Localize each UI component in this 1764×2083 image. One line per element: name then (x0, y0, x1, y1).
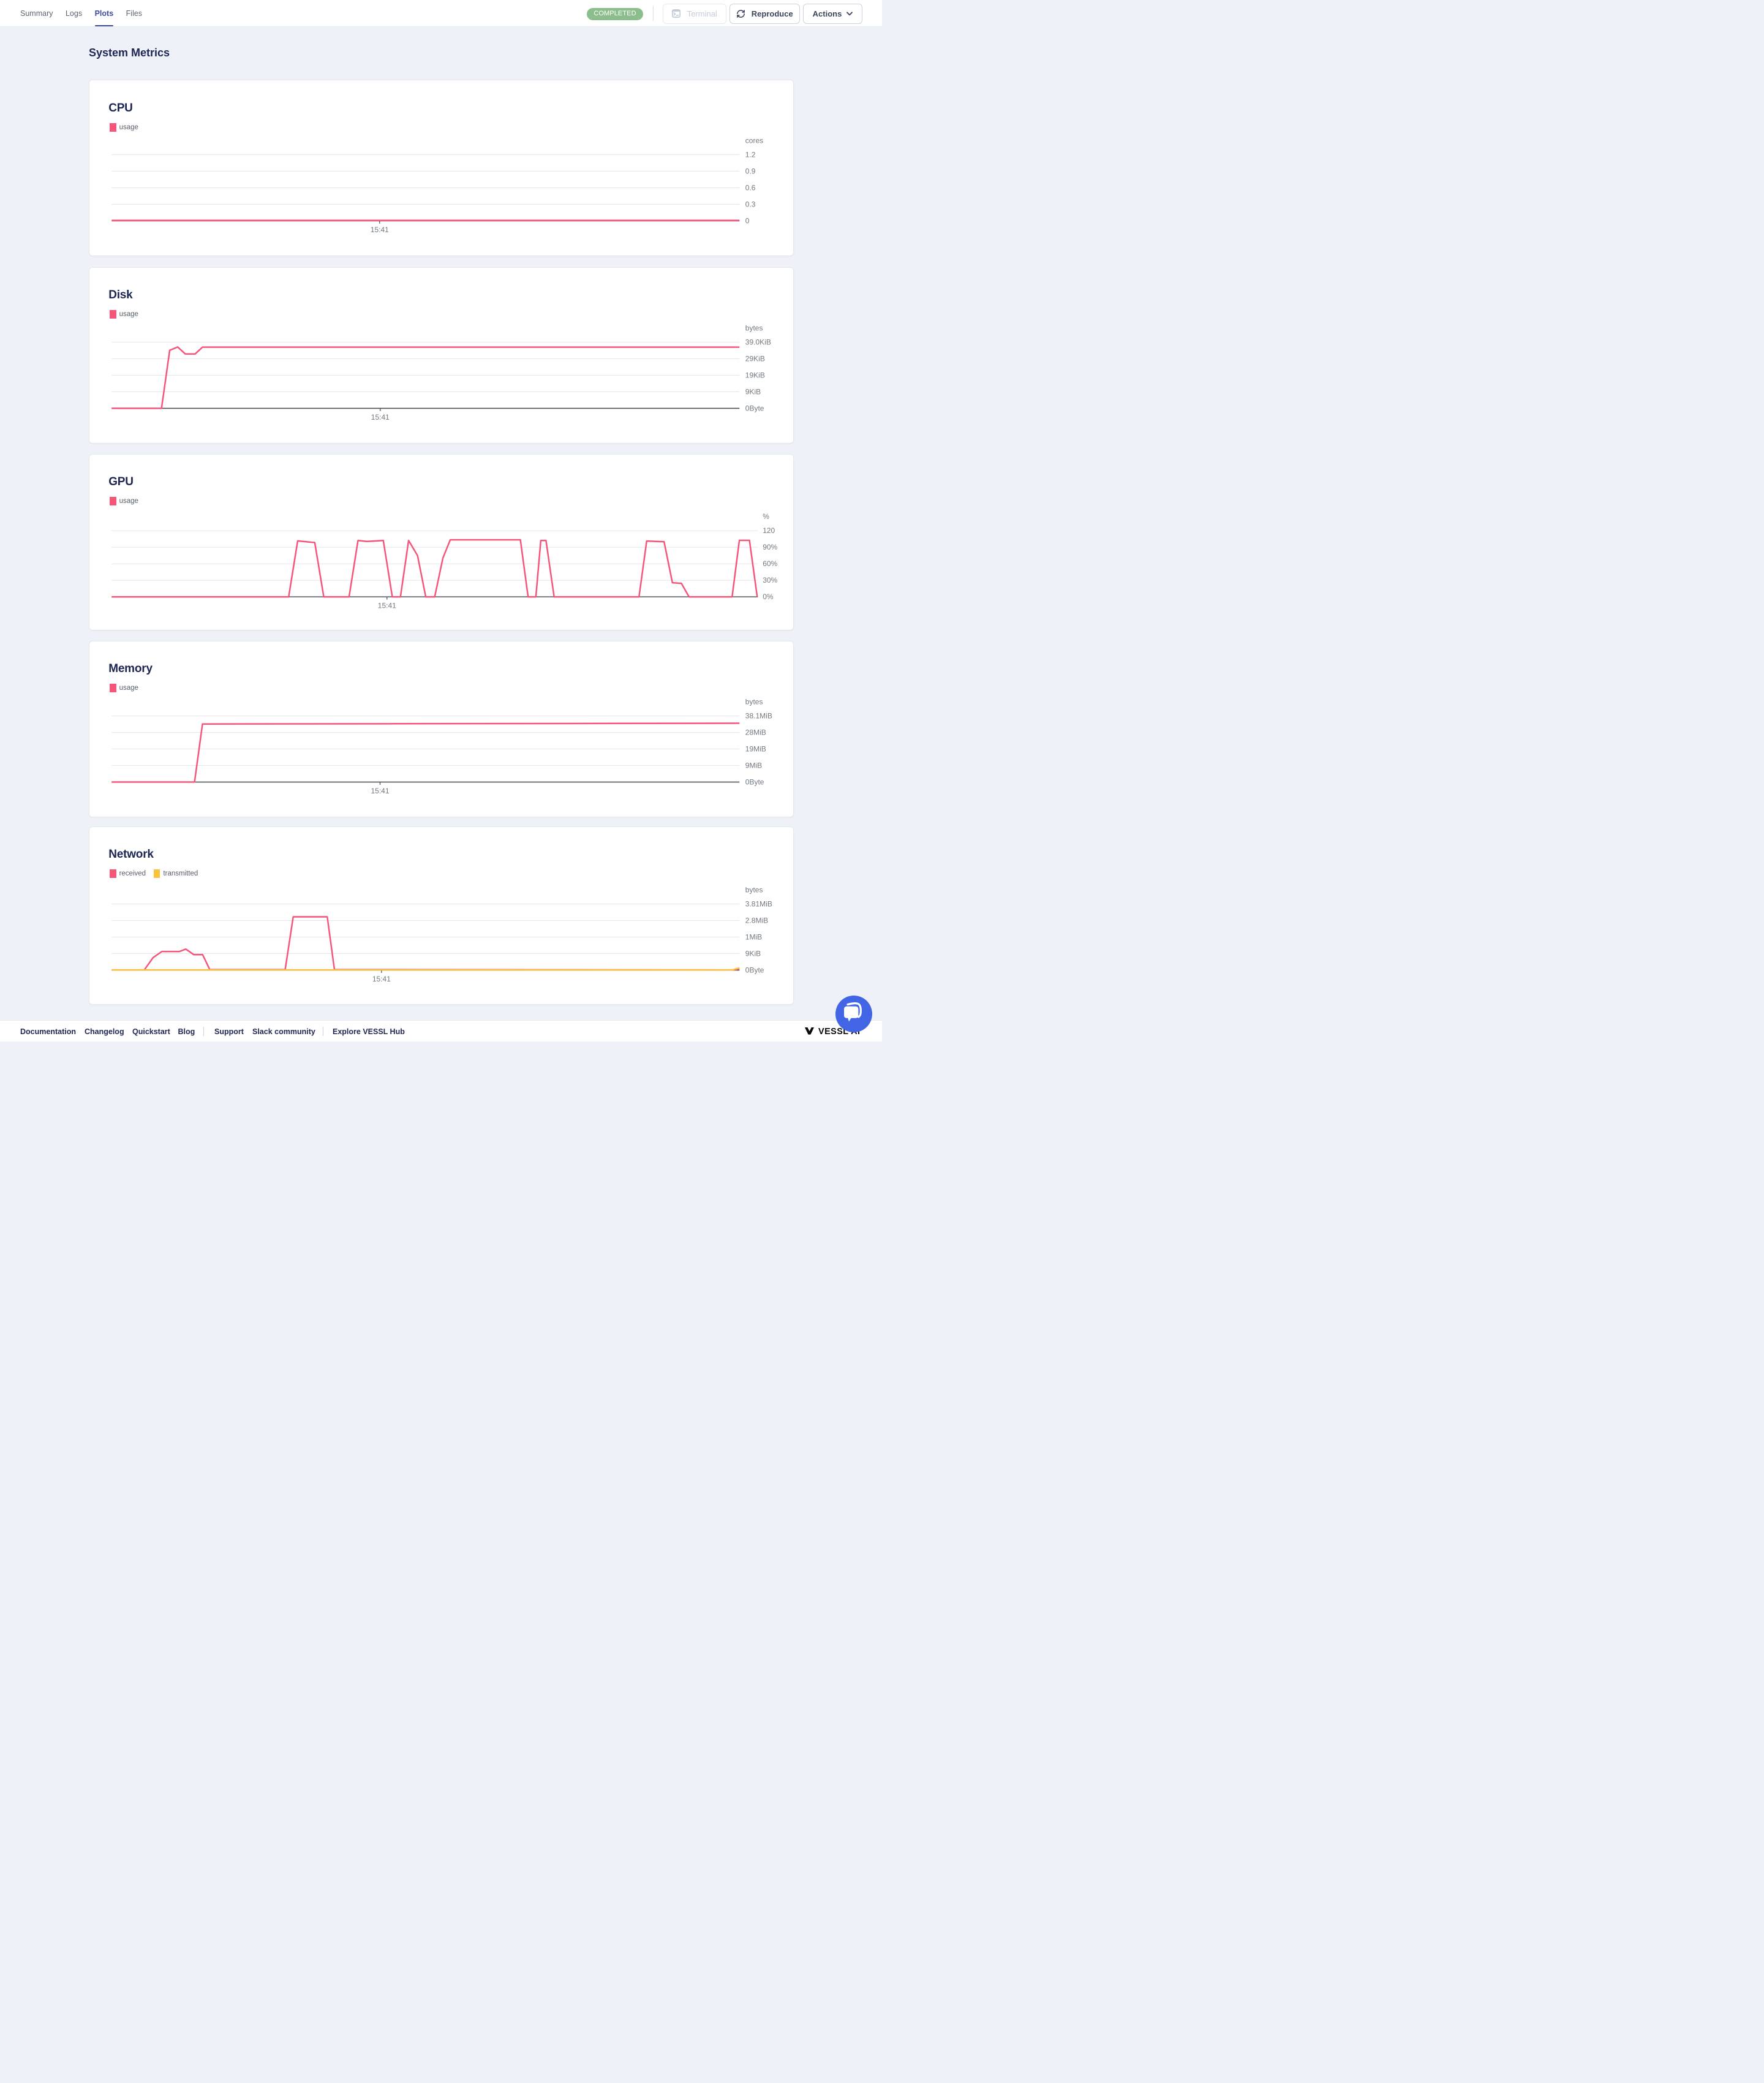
svg-text:9KiB: 9KiB (745, 387, 760, 396)
svg-text:30%: 30% (763, 576, 777, 584)
svg-text:19MiB: 19MiB (745, 744, 766, 753)
svg-text:3.81MiB: 3.81MiB (745, 899, 772, 908)
svg-text:0.9: 0.9 (745, 167, 755, 176)
svg-text:39.0KiB: 39.0KiB (745, 338, 771, 346)
svg-text:bytes: bytes (745, 885, 763, 894)
svg-text:38.1MiB: 38.1MiB (745, 711, 772, 720)
svg-text:15:41: 15:41 (371, 787, 389, 795)
svg-text:120: 120 (763, 526, 775, 535)
svg-text:bytes: bytes (745, 323, 763, 332)
svg-text:0Byte: 0Byte (745, 777, 764, 786)
svg-text:2.8MiB: 2.8MiB (745, 916, 767, 924)
svg-text:0.3: 0.3 (745, 200, 755, 209)
svg-text:9KiB: 9KiB (745, 949, 760, 958)
svg-text:1.2: 1.2 (745, 151, 755, 159)
svg-text:0%: 0% (763, 592, 774, 601)
svg-text:0Byte: 0Byte (745, 966, 764, 974)
svg-text:1MiB: 1MiB (745, 932, 761, 941)
svg-text:28MiB: 28MiB (745, 728, 766, 736)
svg-text:19KiB: 19KiB (745, 371, 764, 379)
svg-text:cores: cores (745, 137, 763, 145)
svg-text:15:41: 15:41 (371, 413, 389, 422)
svg-text:0: 0 (745, 217, 749, 225)
svg-text:bytes: bytes (745, 697, 763, 706)
svg-text:15:41: 15:41 (370, 225, 388, 234)
svg-text:60%: 60% (763, 559, 777, 568)
svg-text:%: % (763, 512, 769, 521)
svg-text:15:41: 15:41 (372, 975, 391, 983)
svg-text:9MiB: 9MiB (745, 761, 761, 769)
svg-text:0Byte: 0Byte (745, 404, 764, 412)
svg-text:15:41: 15:41 (377, 601, 396, 610)
svg-text:90%: 90% (763, 543, 777, 551)
svg-text:29KiB: 29KiB (745, 354, 764, 363)
svg-text:0.6: 0.6 (745, 184, 755, 192)
